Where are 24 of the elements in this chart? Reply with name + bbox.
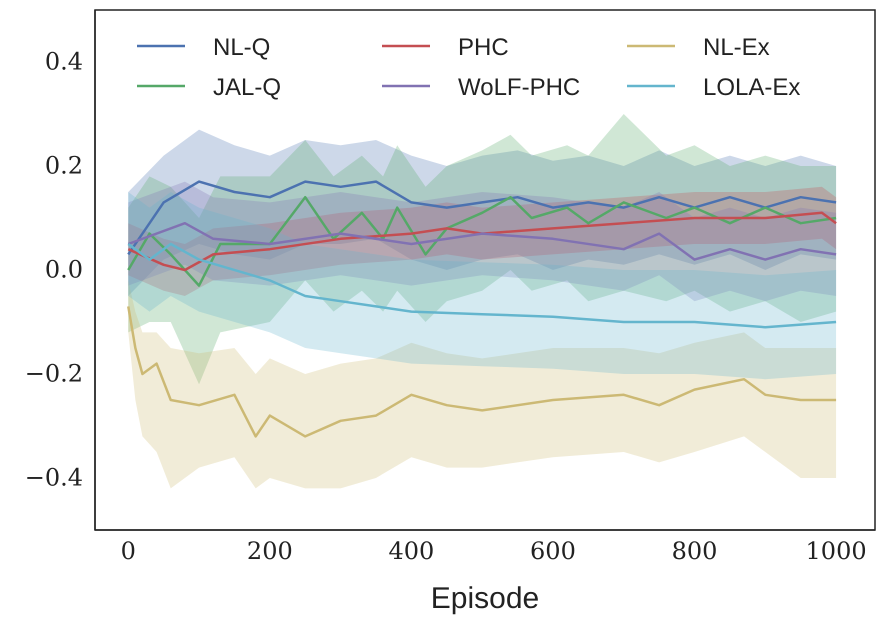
x-tick-label: 0	[120, 537, 136, 566]
legend-label: JAL-Q	[213, 74, 282, 101]
line-series	[127, 242, 838, 328]
legend-label: NL-Ex	[703, 34, 770, 61]
x-tick-label: 800	[672, 537, 718, 566]
x-tick-label: 1000	[806, 537, 867, 566]
line-series	[127, 305, 838, 438]
y-tick-label: 0.2	[44, 152, 83, 180]
y-tick-label: 0.4	[44, 48, 83, 76]
x-axis-title: Episode	[430, 582, 540, 615]
line-series	[127, 196, 838, 287]
line-series	[127, 180, 838, 256]
line-series	[127, 222, 838, 261]
x-tick-label: 200	[246, 537, 293, 566]
line-series	[127, 212, 838, 272]
x-tick-label: 400	[388, 537, 434, 566]
x-tick-label: 600	[530, 537, 576, 566]
legend-label: LOLA-Ex	[703, 74, 800, 101]
y-tick-label: −0.4	[24, 464, 83, 492]
y-tick-label: 0.0	[44, 256, 83, 284]
legend-label: PHC	[458, 34, 509, 61]
legend-label: WoLF-PHC	[458, 74, 580, 101]
legend-label: NL-Q	[213, 34, 270, 61]
y-tick-label: −0.2	[24, 360, 83, 388]
